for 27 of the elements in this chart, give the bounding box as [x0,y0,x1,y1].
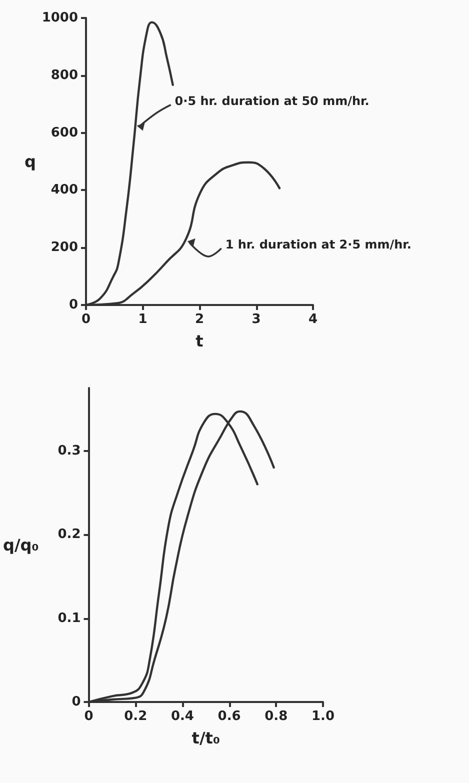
y-tick-label: 0.3 [58,443,81,458]
y-tick-label: 200 [50,240,78,256]
y-tick-label: 0 [68,298,78,312]
x-tick-label: 0.4 [170,709,194,724]
x-tick-label: 0 [84,709,94,724]
x-tick-label: 0.6 [218,709,241,724]
x-tick-label: 1 [138,312,148,327]
x-tick-label: 0.8 [264,709,288,724]
annotation: 1 hr. duration at 2·5 mm/hr. [225,237,412,252]
annotation: 0·5 hr. duration at 50 mm/hr. [174,94,370,108]
x-axis-title: t/t₀ [192,728,220,748]
y-tick-label: 800 [50,68,78,83]
x-tick-label: 1.0 [311,709,335,724]
y-axis-title: q/q₀ [2,536,39,554]
y-tick-label: 0.1 [58,610,81,626]
x-axis-title: t [196,332,204,350]
y-tick-label: 0 [72,694,81,710]
x-tick-label: 2 [194,312,204,327]
y-tick-label: 600 [50,125,78,140]
y-tick-label: 400 [50,182,78,198]
x-tick-label: 4 [308,312,318,327]
x-tick-label: 0.2 [124,709,148,724]
y-tick-label: 0.2 [58,527,81,542]
x-tick-label: 3 [252,312,261,327]
y-axis-title: q [24,152,36,171]
x-tick-label: 0 [81,312,91,327]
y-tick-label: 1000 [42,10,78,26]
